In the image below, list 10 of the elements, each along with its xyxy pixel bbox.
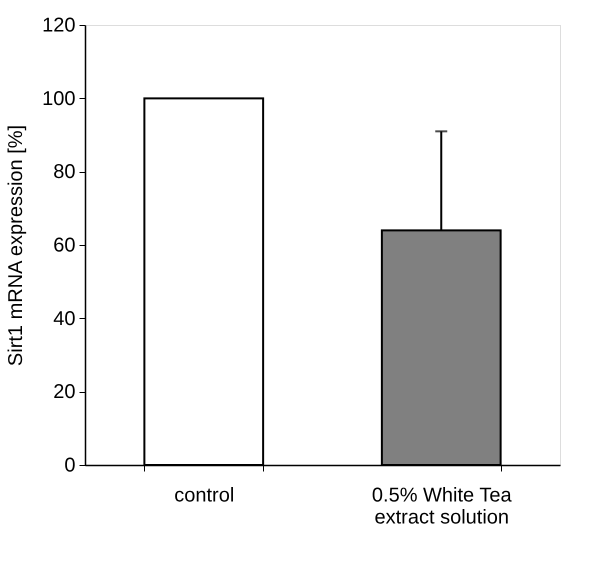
y-tick-label: 100	[42, 88, 76, 110]
y-tick-label: 20	[53, 381, 76, 404]
y-axis-title: Sirt1 mRNA expression [%]	[5, 124, 28, 366]
y-tick-label: 40	[53, 308, 76, 330]
y-tick-label: 80	[53, 161, 76, 184]
x-tick-label: 0.5% White Tea extract solution	[372, 484, 512, 528]
x-tick-label: control	[174, 484, 234, 506]
y-tick-label: 0	[64, 454, 76, 476]
y-tick-label: 60	[53, 234, 76, 256]
y-tick-label: 120	[42, 14, 76, 36]
